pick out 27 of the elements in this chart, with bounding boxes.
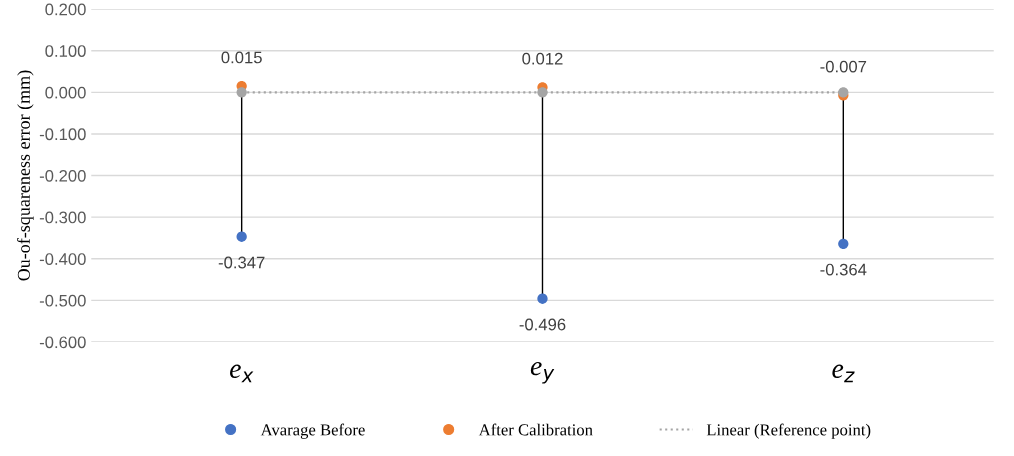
point	[236, 231, 247, 242]
legend-label: Avarage Before	[260, 423, 365, 439]
y-tick-label: -0.500	[39, 294, 86, 307]
data-label: -0.347	[218, 256, 265, 269]
data-label: 0.015	[221, 51, 262, 64]
x-tick-label: e$_{x}$	[230, 364, 254, 383]
data-label: -0.364	[820, 263, 867, 276]
data-label: -0.496	[519, 318, 566, 331]
y-tick-label: 0.200	[45, 3, 86, 16]
y-tick-label: -0.600	[39, 336, 86, 349]
point	[537, 87, 548, 98]
y-tick-label: -0.400	[39, 253, 86, 265]
data-label: 0.012	[522, 52, 563, 65]
data-label: -0.007	[820, 60, 867, 73]
point	[838, 238, 849, 249]
y-tick-label: 0.100	[45, 45, 86, 57]
point	[537, 293, 548, 304]
legend-label: After Calibration	[478, 423, 593, 436]
x-tick-label: e$_{y}$	[530, 361, 555, 384]
y-axis-title: Ou-of-squareness error (mm)	[17, 70, 34, 281]
y-tick-label: -0.100	[39, 128, 86, 141]
y-tick-label: -0.300	[39, 211, 86, 224]
point	[236, 87, 247, 98]
y-tick-label: -0.200	[39, 169, 86, 182]
legend-label: Linear (Reference point)	[706, 423, 871, 439]
y-tick-label: 0.000	[45, 86, 86, 99]
x-tick-label: e$_{z}$	[832, 364, 855, 383]
